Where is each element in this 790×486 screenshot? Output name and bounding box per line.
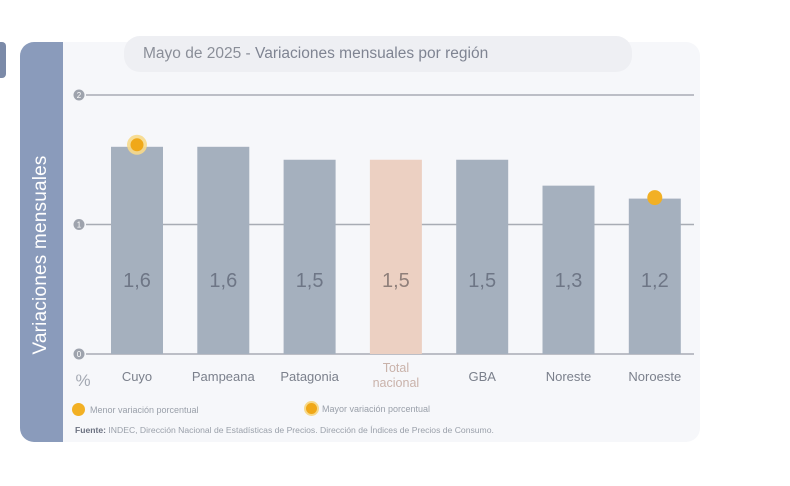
x-tick-label: Noroeste	[628, 369, 681, 384]
y-tick-label: 2	[77, 91, 82, 100]
source-text: INDEC, Dirección Nacional de Estadística…	[106, 425, 494, 435]
title-subject: Variaciones mensuales por región	[255, 45, 489, 62]
bar-noroeste	[628, 198, 681, 354]
bar-cuyo	[111, 146, 163, 354]
x-tick-label: Cuyo	[122, 369, 152, 384]
chart-title: Mayo de 2025 - Variaciones mensuales por…	[143, 45, 488, 63]
bar-pampeana	[197, 146, 250, 354]
left-edge-decoration	[0, 42, 6, 78]
x-tick-label: Pampeana	[192, 369, 256, 384]
y-axis-label-panel	[20, 42, 63, 442]
bar-value-label: 1,6	[209, 270, 237, 292]
legend-min: Menor variación porcentual	[72, 403, 199, 416]
min-marker-icon	[72, 403, 85, 416]
y-tick-badge	[73, 219, 85, 230]
bar-value-label: 1,3	[555, 270, 583, 292]
source-label: Fuente:	[75, 425, 107, 435]
x-tick-label: GBA	[468, 369, 496, 384]
title-pill	[124, 36, 632, 72]
y-tick-label: 1	[77, 221, 82, 230]
bar-value-label: 1,5	[468, 270, 496, 292]
bar-value-label: 1,5	[296, 270, 324, 292]
bar-patagonia	[283, 159, 336, 354]
y-tick-label: 0	[77, 350, 82, 359]
x-tick-label: Noreste	[546, 369, 592, 384]
legend-min-label: Menor variación porcentual	[90, 404, 199, 415]
bar-value-label: 1,5	[382, 270, 410, 292]
legend-max: Mayor variación porcentual	[306, 403, 430, 414]
bar-value-label: 1,6	[123, 270, 151, 292]
title-date: Mayo de 2025 -	[143, 45, 256, 62]
y-tick-badge	[73, 348, 85, 360]
x-tick-label: Total	[383, 361, 409, 375]
x-tick-label: Patagonia	[280, 369, 339, 384]
max-marker-icon	[306, 403, 317, 414]
bar-noreste	[542, 185, 595, 354]
x-tick-label: nacional	[373, 376, 420, 390]
bar-value-label: 1,2	[641, 270, 669, 292]
y-unit-label: %	[75, 371, 90, 390]
source-note: Fuente: INDEC, Dirección Nacional de Est…	[75, 425, 494, 435]
y-tick-badge	[73, 89, 85, 101]
max-marker	[130, 138, 144, 152]
bar-total-nacional	[369, 159, 422, 354]
legend-max-label: Mayor variación porcentual	[322, 403, 431, 414]
min-marker	[647, 190, 663, 206]
bar-gba	[456, 159, 509, 354]
